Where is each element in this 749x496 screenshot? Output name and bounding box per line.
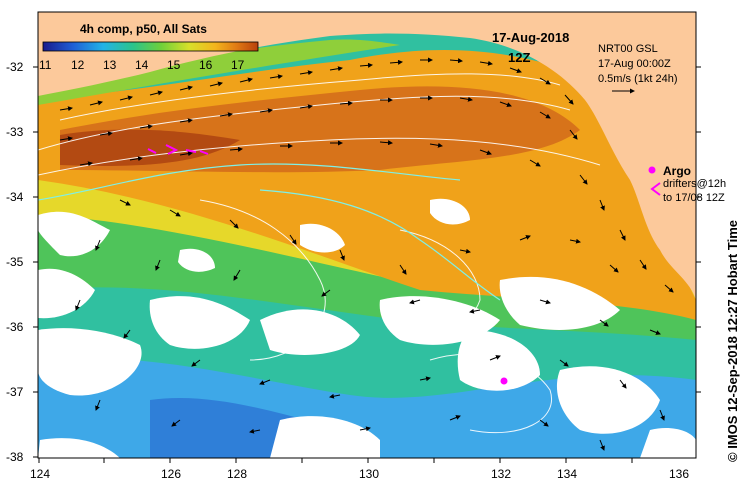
y-tick-label: -32 bbox=[6, 60, 24, 74]
colorbar-tick-label: 11 bbox=[39, 58, 52, 72]
drifter-tracks bbox=[147, 144, 209, 155]
vector-scale-label: 0.5m/s (1kt 24h) bbox=[598, 73, 677, 85]
colorbar-title: 4h comp, p50, All Sats bbox=[80, 22, 207, 36]
argo-legend-label: Argo bbox=[663, 164, 691, 178]
x-tick-label: 130 bbox=[359, 467, 379, 481]
y-tick-label: -38 bbox=[6, 450, 24, 464]
y-tick-label: -35 bbox=[6, 255, 24, 269]
cloud-patches bbox=[38, 198, 696, 458]
colorbar-tick-label: 14 bbox=[135, 58, 149, 72]
plot-frame bbox=[37, 11, 697, 459]
x-tick-label: 134 bbox=[557, 467, 577, 481]
analysis-time-label: 17-Aug 00:00Z bbox=[598, 58, 671, 70]
colorbar bbox=[42, 41, 259, 52]
current-vectors bbox=[59, 57, 674, 451]
product-label: NRT00 GSL bbox=[598, 43, 658, 55]
sst-contours bbox=[38, 163, 501, 301]
x-tick-label: 126 bbox=[161, 467, 181, 481]
drifters-legend-label: drifters@12h bbox=[663, 178, 726, 190]
drifter-legend-icon bbox=[650, 182, 661, 196]
argo-float-marker bbox=[500, 377, 508, 385]
colorbar-tick-label: 12 bbox=[71, 58, 85, 72]
y-tick-label: -37 bbox=[6, 385, 24, 399]
colorbar-tick-label: 16 bbox=[199, 58, 213, 72]
sst-band-red bbox=[60, 129, 240, 166]
sst-band-green-north bbox=[38, 39, 400, 105]
plot-area bbox=[38, 12, 696, 458]
y-tick-label: -36 bbox=[6, 320, 24, 334]
ssh-contours bbox=[38, 73, 601, 434]
x-tick-label: 128 bbox=[227, 467, 247, 481]
colorbar-tick-label: 13 bbox=[103, 58, 117, 72]
colorbar-tick-label: 15 bbox=[167, 58, 181, 72]
x-tick-label: 132 bbox=[491, 467, 511, 481]
land-mass bbox=[38, 12, 696, 300]
x-axis bbox=[38, 458, 633, 463]
y-tick-label: -34 bbox=[6, 190, 24, 204]
date-label: 17-Aug-2018 bbox=[492, 30, 569, 45]
y-axis bbox=[33, 66, 701, 458]
credit-label: © IMOS 12-Sep-2018 12:27 Hobart Time bbox=[725, 220, 740, 462]
y-tick-label: -33 bbox=[6, 125, 24, 139]
x-tick-label: 136 bbox=[669, 467, 689, 481]
x-tick-label: 124 bbox=[30, 467, 50, 481]
drifters-range-label: to 17/08 12Z bbox=[663, 192, 725, 204]
colorbar-tick-label: 17 bbox=[231, 58, 245, 72]
time-label: 12Z bbox=[508, 50, 530, 65]
argo-legend-icon bbox=[648, 166, 656, 174]
